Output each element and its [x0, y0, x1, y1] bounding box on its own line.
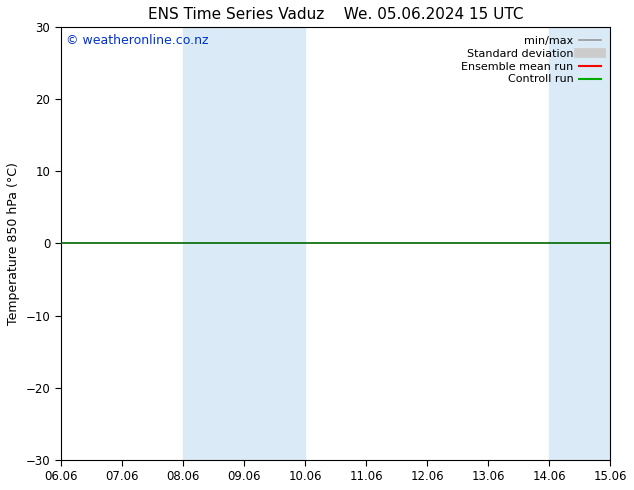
Bar	[183, 27, 244, 460]
Text: © weatheronline.co.nz: © weatheronline.co.nz	[66, 34, 209, 47]
Y-axis label: Temperature 850 hPa (°C): Temperature 850 hPa (°C)	[7, 162, 20, 325]
Legend: min/max, Standard deviation, Ensemble mean run, Controll run: min/max, Standard deviation, Ensemble me…	[458, 33, 605, 88]
Title: ENS Time Series Vaduz    We. 05.06.2024 15 UTC: ENS Time Series Vaduz We. 05.06.2024 15 …	[148, 7, 523, 22]
Bar	[549, 27, 611, 460]
Bar	[244, 27, 305, 460]
